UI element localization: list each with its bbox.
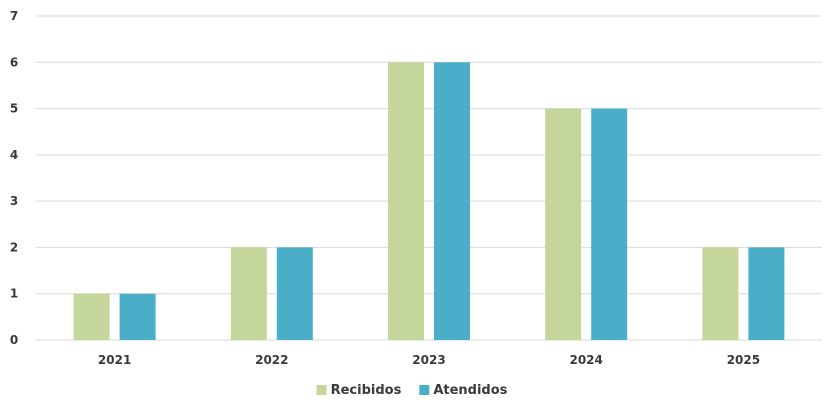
y-tick-label: 2	[10, 240, 18, 254]
bar-atendidos-2022	[276, 247, 313, 340]
y-tick-label: 5	[10, 102, 18, 116]
legend-item-recibidos: Recibidos	[316, 383, 402, 398]
y-tick-label: 1	[10, 287, 18, 301]
y-tick-label: 4	[10, 148, 18, 162]
x-axis: 2021 2022 2023 2024 2025	[98, 353, 760, 367]
bar-atendidos-2024	[591, 108, 628, 340]
bar-atendidos-2021	[119, 293, 156, 340]
y-tick-label: 7	[10, 9, 18, 23]
bar-recibidos-2021	[73, 293, 110, 340]
y-tick-label: 0	[10, 333, 18, 347]
x-tick-label: 2025	[727, 353, 760, 367]
x-tick-label: 2024	[569, 353, 602, 367]
x-tick-label: 2023	[412, 353, 445, 367]
legend-swatch	[316, 385, 327, 395]
legend-swatch	[419, 385, 430, 395]
y-tick-label: 6	[10, 55, 18, 69]
bar-atendidos-2023	[434, 62, 470, 341]
bar-atendidos-2025	[748, 247, 785, 340]
bar-recibidos-2023	[388, 62, 424, 341]
bars	[73, 62, 785, 341]
bar-recibidos-2024	[545, 108, 582, 340]
x-tick-label: 2021	[98, 353, 131, 367]
legend-label: Recibidos	[331, 383, 402, 398]
bar-recibidos-2025	[702, 247, 739, 340]
gridlines	[36, 15, 822, 341]
legend-item-atendidos: Atendidos	[419, 383, 508, 398]
y-axis: 0 1 2 3 4 5 6 7	[10, 9, 18, 347]
legend-label: Atendidos	[433, 383, 507, 398]
legend: Recibidos Atendidos	[316, 383, 508, 398]
y-tick-label: 3	[10, 194, 18, 208]
x-tick-label: 2022	[255, 353, 288, 367]
bar-recibidos-2022	[230, 247, 267, 340]
